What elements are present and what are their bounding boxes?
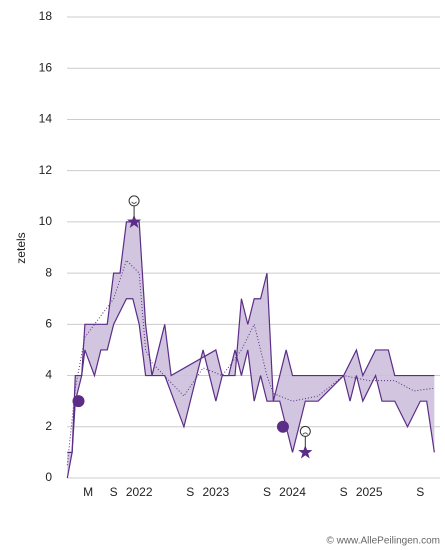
x-tick-label: S [340,485,348,499]
y-tick-label: 4 [45,368,52,382]
extreme-star [298,444,313,459]
y-tick-label: 16 [39,60,53,74]
y-tick-label: 8 [45,265,52,279]
y-tick-label: 14 [39,112,53,126]
y-tick-label: 0 [45,470,52,484]
x-tick-label: S [186,485,194,499]
extreme-star [126,214,142,228]
mean-line [66,259,434,466]
y-tick-label: 12 [39,163,53,177]
emoji-mouth [302,432,309,435]
y-tick-label: 2 [45,419,52,433]
x-tick-label: S [416,485,424,499]
y-tick-label: 18 [39,9,53,23]
emoji-icon [299,425,311,437]
x-tick-label: M [83,485,93,499]
lower-line [66,298,435,479]
x-tick-label: 2025 [356,485,383,499]
x-tick-label: S [263,485,271,499]
credit: © www.AllePeilingen.com [326,536,440,547]
x-tick-label: 2023 [203,485,230,499]
emoji-icon [128,195,140,207]
result-dot [72,395,85,408]
band-fill [67,221,435,478]
upper-line [67,221,435,453]
x-tick-label: S [110,485,118,499]
x-tick-label: 2022 [126,485,153,499]
emoji-mouth [131,201,137,204]
y-axis-label: zetels [14,232,28,263]
y-tick-label: 6 [45,317,52,331]
result-dot [276,420,289,433]
x-tick-label: 2024 [279,485,306,499]
y-tick-label: 10 [39,214,53,228]
